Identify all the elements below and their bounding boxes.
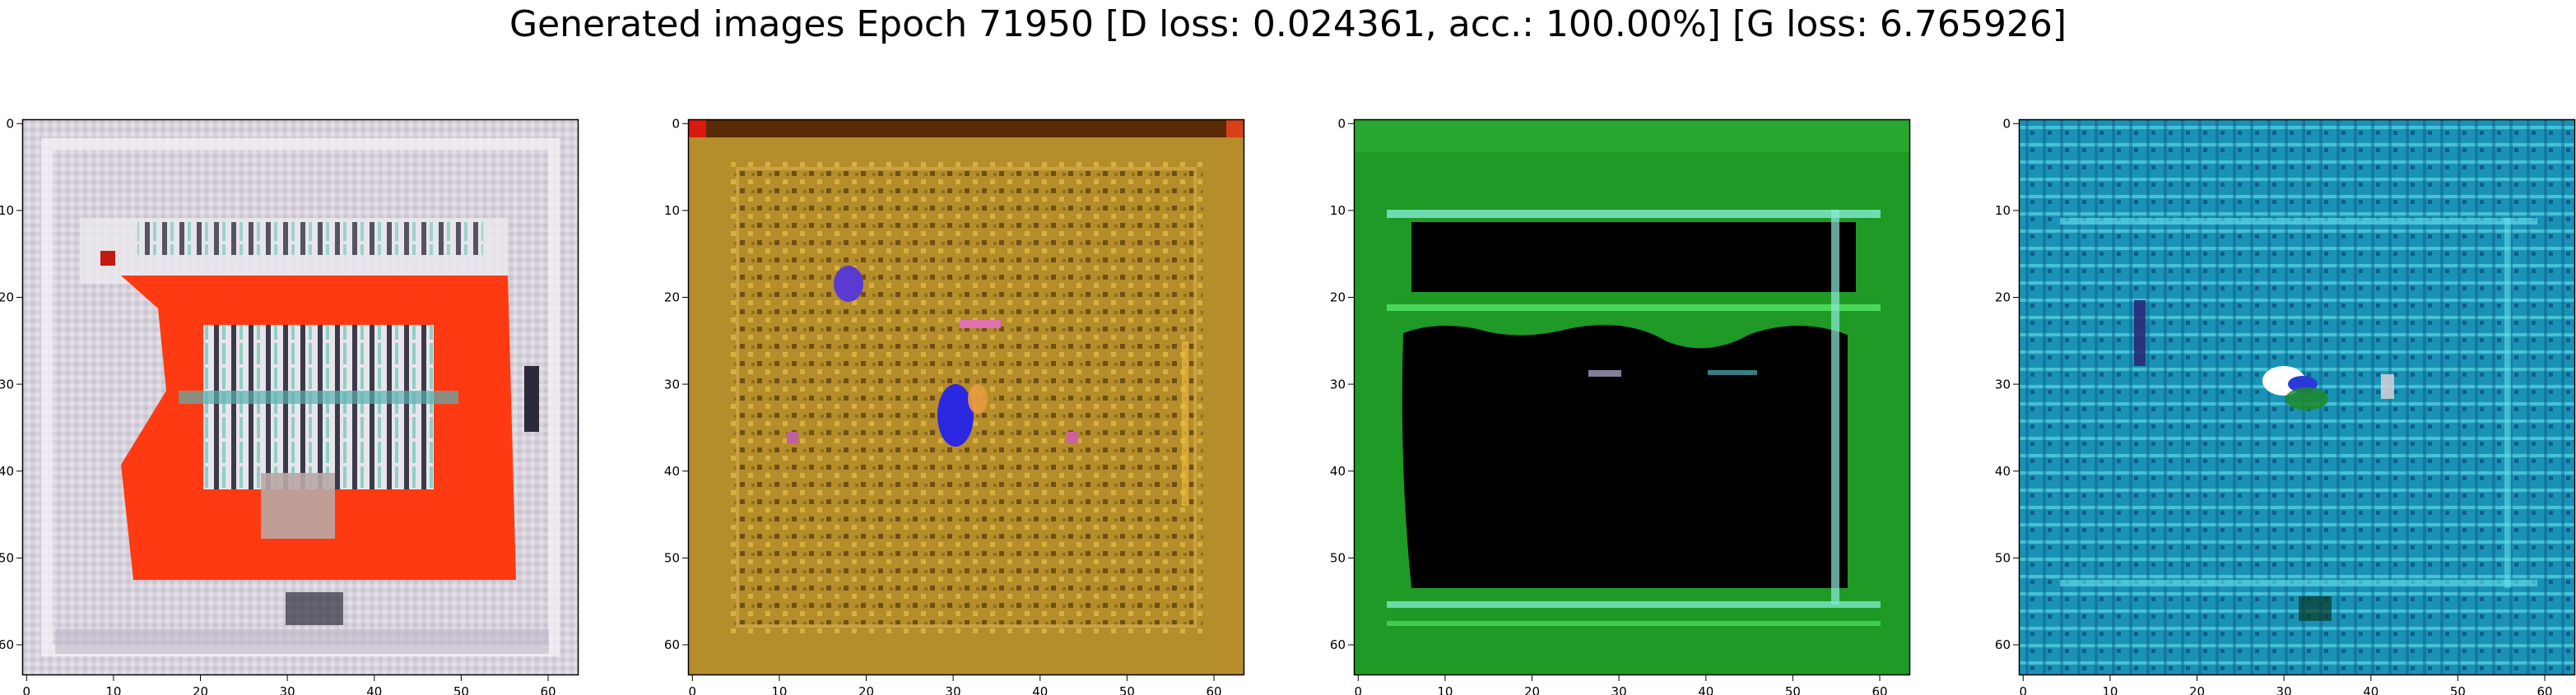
y-tick-10: 10 bbox=[664, 203, 680, 218]
panel-4-image: 0 10 20 30 40 50 60 0 10 20 30 40 50 60 bbox=[1995, 117, 2576, 695]
x-tick-20: 20 bbox=[2189, 684, 2205, 695]
y-tick-60: 60 bbox=[664, 637, 680, 652]
x-tick-0: 0 bbox=[689, 684, 697, 695]
y-tick-30: 30 bbox=[664, 377, 680, 392]
x-tick-30: 30 bbox=[1611, 684, 1627, 695]
y-tick-20: 20 bbox=[0, 290, 14, 305]
panel-1-x-axis: 0 10 20 30 40 50 60 bbox=[23, 675, 556, 695]
image-panel-4: 0 10 20 30 40 50 60 0 10 20 30 40 50 60 bbox=[1995, 117, 2576, 695]
y-tick-20: 20 bbox=[1995, 290, 2011, 305]
panel-1-y-axis: 0 10 20 30 40 50 60 bbox=[0, 117, 22, 652]
y-tick-60: 60 bbox=[1330, 637, 1346, 652]
x-tick-10: 10 bbox=[771, 684, 787, 695]
panel-3-y-axis: 0 10 20 30 40 50 60 bbox=[1330, 117, 1354, 652]
x-tick-50: 50 bbox=[1785, 684, 1801, 695]
figure-title: Generated images Epoch 71950 [D loss: 0.… bbox=[509, 3, 2067, 45]
image-panel-1: 0 10 20 30 40 50 60 0 10 20 30 40 50 60 bbox=[0, 117, 579, 695]
panel-1-image: 0 10 20 30 40 50 60 0 10 20 30 40 50 60 bbox=[0, 117, 579, 695]
y-tick-0: 0 bbox=[672, 117, 680, 132]
y-tick-40: 40 bbox=[664, 464, 680, 479]
y-tick-40: 40 bbox=[1995, 464, 2011, 479]
y-tick-30: 30 bbox=[1995, 377, 2011, 392]
x-tick-0: 0 bbox=[2020, 684, 2028, 695]
x-tick-10: 10 bbox=[105, 684, 121, 695]
y-tick-50: 50 bbox=[664, 551, 680, 566]
y-tick-0: 0 bbox=[2002, 117, 2011, 132]
y-tick-20: 20 bbox=[1330, 290, 1346, 305]
x-tick-40: 40 bbox=[1698, 684, 1713, 695]
y-tick-50: 50 bbox=[1995, 551, 2011, 566]
y-tick-50: 50 bbox=[0, 551, 14, 566]
x-tick-50: 50 bbox=[1119, 684, 1135, 695]
image-panel-3: 0 10 20 30 40 50 60 0 10 20 30 40 50 60 bbox=[1330, 117, 1911, 695]
y-tick-10: 10 bbox=[1330, 203, 1346, 218]
panel-4-x-axis: 0 10 20 30 40 50 60 bbox=[2020, 675, 2553, 695]
y-tick-60: 60 bbox=[0, 637, 14, 652]
y-tick-60: 60 bbox=[1995, 637, 2011, 652]
x-tick-0: 0 bbox=[23, 684, 31, 695]
y-tick-0: 0 bbox=[6, 117, 14, 132]
panel-3-x-axis: 0 10 20 30 40 50 60 bbox=[1355, 675, 1888, 695]
panel-2-image: 0 10 20 30 40 50 60 0 10 20 30 40 50 60 bbox=[664, 117, 1245, 695]
x-tick-30: 30 bbox=[946, 684, 961, 695]
y-tick-40: 40 bbox=[0, 464, 14, 479]
panel-3-image: 0 10 20 30 40 50 60 0 10 20 30 40 50 60 bbox=[1330, 117, 1911, 695]
x-tick-60: 60 bbox=[2536, 684, 2552, 695]
x-tick-60: 60 bbox=[1872, 684, 1887, 695]
x-tick-10: 10 bbox=[1437, 684, 1453, 695]
panel-2-x-axis: 0 10 20 30 40 50 60 bbox=[689, 675, 1222, 695]
x-tick-20: 20 bbox=[858, 684, 874, 695]
x-tick-40: 40 bbox=[366, 684, 382, 695]
x-tick-60: 60 bbox=[1206, 684, 1221, 695]
y-tick-30: 30 bbox=[0, 377, 14, 392]
x-tick-40: 40 bbox=[2363, 684, 2378, 695]
x-tick-40: 40 bbox=[1032, 684, 1048, 695]
y-tick-20: 20 bbox=[664, 290, 680, 305]
x-tick-30: 30 bbox=[280, 684, 295, 695]
panel-2-y-axis: 0 10 20 30 40 50 60 bbox=[664, 117, 688, 652]
x-tick-10: 10 bbox=[2102, 684, 2118, 695]
y-tick-10: 10 bbox=[1995, 203, 2011, 218]
panel-4-y-axis: 0 10 20 30 40 50 60 bbox=[1995, 117, 2019, 652]
y-tick-50: 50 bbox=[1330, 551, 1346, 566]
image-panel-2: 0 10 20 30 40 50 60 0 10 20 30 40 50 60 bbox=[664, 117, 1245, 695]
x-tick-20: 20 bbox=[1524, 684, 1540, 695]
x-tick-50: 50 bbox=[2450, 684, 2466, 695]
y-tick-10: 10 bbox=[0, 203, 14, 218]
x-tick-0: 0 bbox=[1355, 684, 1363, 695]
x-tick-60: 60 bbox=[540, 684, 556, 695]
y-tick-40: 40 bbox=[1330, 464, 1346, 479]
x-tick-50: 50 bbox=[453, 684, 469, 695]
x-tick-30: 30 bbox=[2276, 684, 2292, 695]
x-tick-20: 20 bbox=[193, 684, 208, 695]
y-tick-0: 0 bbox=[1337, 117, 1346, 132]
y-tick-30: 30 bbox=[1330, 377, 1346, 392]
